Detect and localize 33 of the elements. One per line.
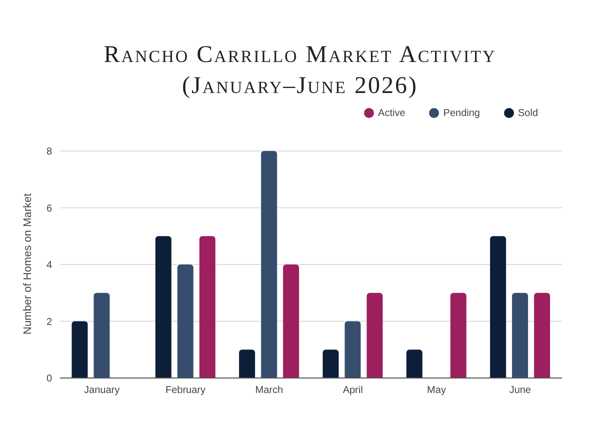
bar (322, 350, 339, 378)
chart-subtitle: (January–June 2026) (181, 73, 419, 100)
x-tick-label: April (342, 385, 363, 396)
bar (534, 292, 550, 378)
bar (283, 264, 300, 378)
x-tick-label: March (255, 385, 284, 396)
x-tick-label: May (427, 385, 446, 396)
y-tick-label: 8 (46, 146, 52, 158)
bar (94, 292, 110, 378)
bar (406, 350, 422, 378)
bar (261, 151, 278, 378)
y-tick-label: 4 (46, 260, 52, 272)
bar (155, 236, 172, 378)
x-tick-label: January (84, 385, 120, 396)
bar (72, 321, 88, 378)
y-axis-title: Number of Homes on Market (22, 193, 34, 334)
legend-label: Sold (518, 108, 538, 119)
y-tick-label: 0 (46, 374, 52, 385)
x-tick-label: February (165, 385, 206, 396)
bar (512, 292, 528, 378)
y-tick-label: 2 (46, 316, 52, 328)
y-tick-label: 6 (46, 203, 52, 214)
bar (490, 236, 506, 378)
x-tick-label: June (509, 385, 532, 396)
bar (177, 264, 194, 378)
legend-label: Active (378, 108, 406, 119)
bar (199, 236, 216, 378)
bar (366, 292, 383, 378)
legend-label: Pending (443, 108, 480, 119)
bar (450, 292, 466, 378)
bar (239, 350, 256, 378)
bar (344, 321, 361, 378)
chart-title: Rancho Carrillo Market Activity (102, 42, 498, 69)
